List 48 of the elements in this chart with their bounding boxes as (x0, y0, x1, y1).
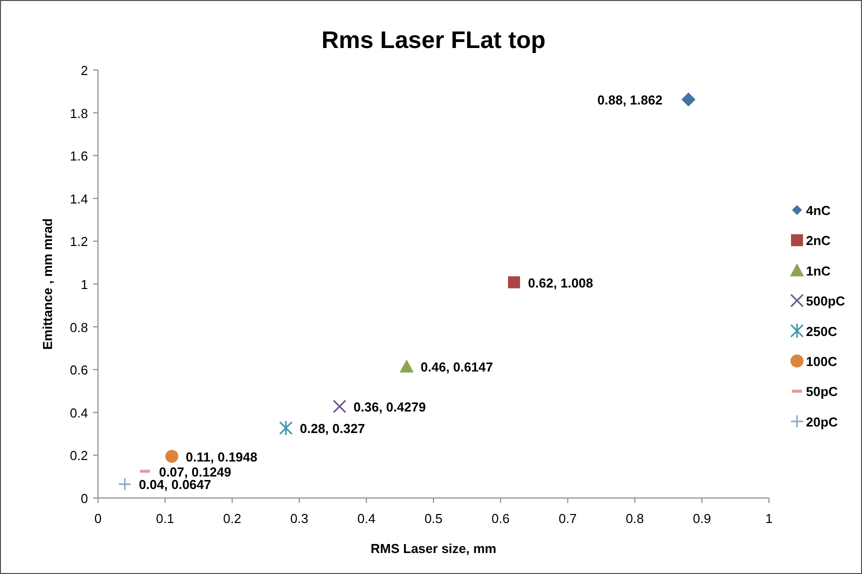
x-tick-label: 0.3 (290, 511, 308, 526)
y-tick-label: 0 (80, 491, 88, 506)
legend-label: 4nC (806, 203, 832, 218)
point (332, 400, 346, 414)
x-tick-label: 0 (94, 511, 102, 526)
legend-label: 500pC (806, 294, 846, 309)
y-tick-label: 0.8 (70, 320, 88, 335)
data-label: 0.36, 0.4279 (354, 399, 426, 414)
chart-title: Rms Laser FLat top (321, 27, 546, 54)
data-label: 0.46, 0.6147 (420, 359, 493, 374)
legend-label: 20pC (806, 414, 838, 430)
point (508, 276, 520, 288)
x-tick-label: 0.8 (626, 511, 644, 526)
x-tick-label: 0.1 (156, 511, 174, 526)
y-tick-label: 2 (80, 63, 88, 78)
x-axis-title: RMS Laser size, mm (370, 541, 496, 556)
point (165, 450, 178, 463)
y-tick-label: 1.6 (70, 148, 88, 164)
point (118, 477, 132, 491)
legend-label: 50pC (806, 384, 838, 400)
legend-label: 1nC (806, 263, 832, 278)
x-tick-label: 0.9 (692, 511, 711, 526)
y-tick-label: 1.8 (70, 106, 88, 121)
x-tick-label: 0.2 (223, 511, 242, 526)
y-tick-label: 0.6 (70, 362, 88, 378)
x-tick-label: 0.6 (492, 511, 510, 526)
point (279, 420, 293, 436)
data-label: 0.88, 1.862 (597, 92, 662, 108)
legend-label: 100C (806, 354, 838, 369)
y-tick-label: 1 (80, 277, 88, 292)
data-label: 0.07, 0.1249 (158, 464, 232, 480)
point (681, 92, 696, 107)
point (400, 359, 414, 372)
y-tick-label: 1.4 (70, 191, 88, 206)
data-label: 0.28, 0.327 (300, 421, 365, 436)
y-tick-label: 0.2 (70, 448, 88, 464)
x-tick-label: 0.4 (357, 511, 376, 526)
y-axis-title: Emittance , mm mrad (40, 218, 55, 350)
x-tick-label: 1 (765, 511, 773, 526)
legend-label: 2nC (806, 233, 832, 248)
data-label: 0.04, 0.0647 (138, 477, 212, 492)
y-tick-label: 0.4 (70, 405, 88, 420)
x-tick-label: 0.5 (424, 511, 443, 526)
x-tick-label: 0.7 (558, 511, 577, 526)
data-label: 0.62, 1.008 (528, 275, 594, 290)
legend-label: 250C (806, 324, 838, 339)
y-tick-label: 1.2 (70, 234, 88, 250)
data-label: 0.11, 0.1948 (186, 449, 258, 464)
